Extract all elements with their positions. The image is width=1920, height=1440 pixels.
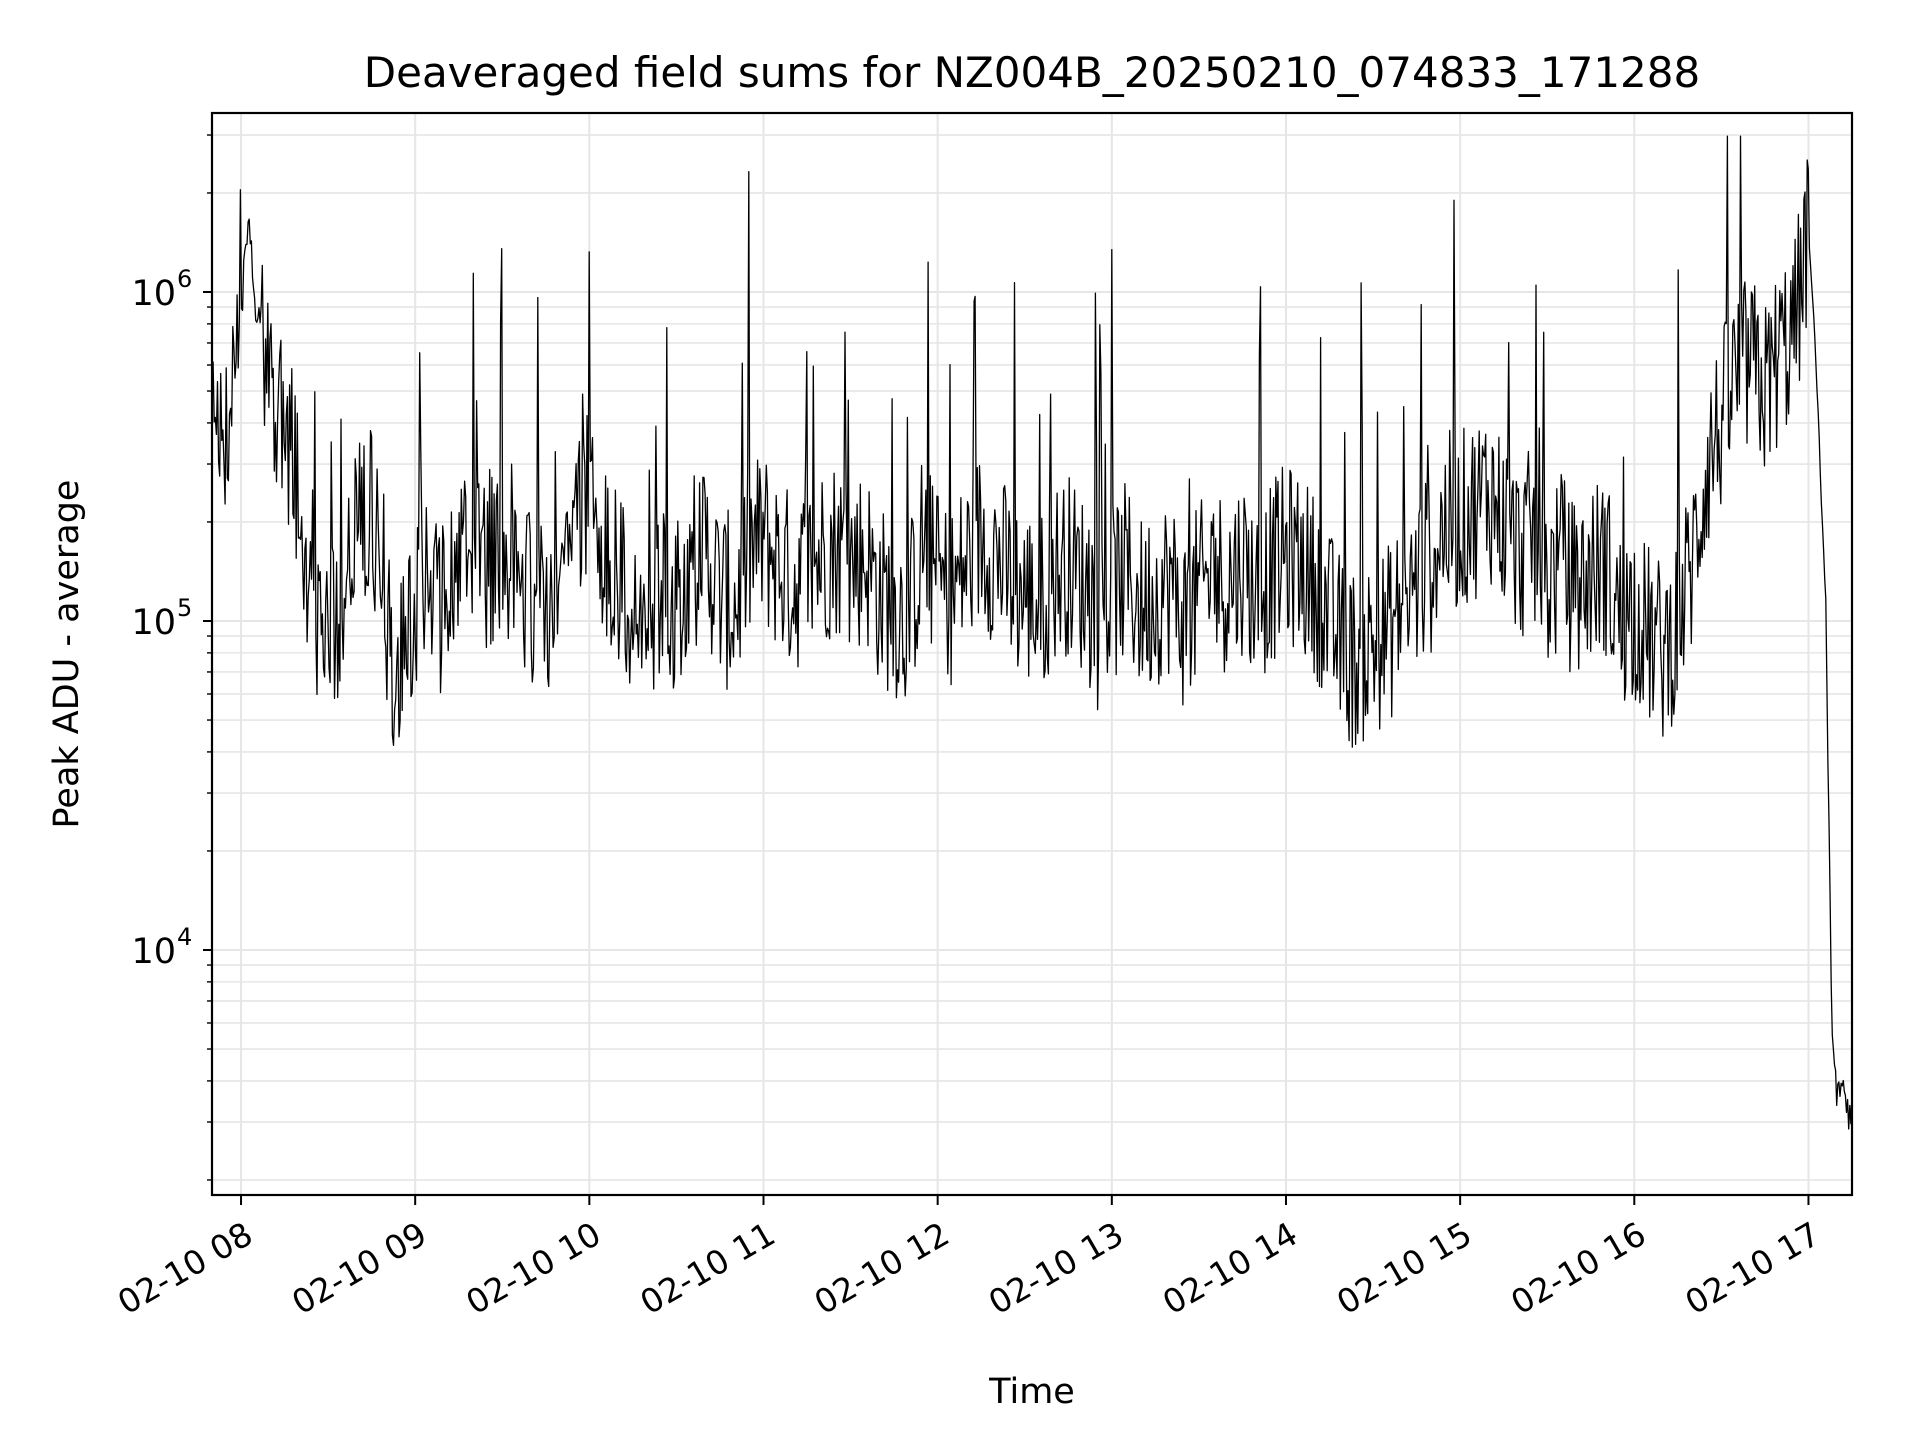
y-tick-label: 10 [131, 274, 176, 314]
y-tick-label-exponent: 4 [177, 923, 192, 951]
grid-lines [212, 113, 1852, 1195]
x-axis-label: Time [988, 1372, 1075, 1412]
y-axis-label: Peak ADU - average [47, 480, 87, 829]
plot-frame [210, 111, 1854, 1197]
y-tick-label: 10 [131, 932, 176, 972]
series-line [211, 135, 1853, 1130]
y-tick-label-exponent: 5 [177, 594, 192, 622]
chart-title: Deaveraged field sums for NZ004B_2025021… [364, 48, 1700, 97]
y-tick-label-exponent: 6 [177, 265, 192, 293]
y-tick-label: 10 [131, 603, 176, 643]
series-layer [211, 135, 1853, 1130]
